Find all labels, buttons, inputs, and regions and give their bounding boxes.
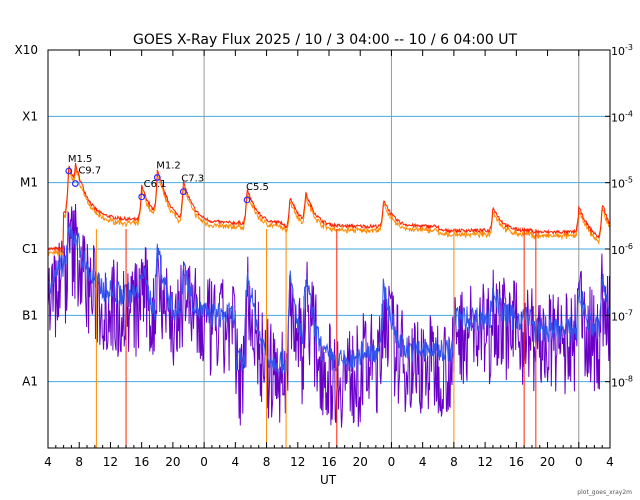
- flare-label: C7.3: [181, 174, 204, 185]
- plot-credit: plot_goes_xray2m: [577, 489, 632, 496]
- flare-marker: [179, 188, 187, 196]
- flare-annotations: M1.5C9.7 C6.1 M1.2C7.3 C5.5: [65, 154, 269, 204]
- x-axis-label: UT: [320, 473, 337, 487]
- y2-tick-label: 10-7: [611, 308, 633, 323]
- y-tick-label: A1: [22, 375, 38, 389]
- day-boundaries: [203, 50, 580, 448]
- x-tick-label: 4: [232, 455, 240, 469]
- flare-marker: [71, 180, 79, 187]
- x-tick-label: 4: [606, 455, 614, 469]
- y2-tick-label: 10-5: [611, 176, 633, 191]
- x-tick-label: 16: [134, 455, 149, 469]
- x-tick-label: 16: [509, 455, 524, 469]
- x-tick-label: 8: [75, 455, 83, 469]
- series-line: [47, 162, 611, 253]
- x-tick-label: 8: [450, 455, 458, 469]
- y2-tick-label: 10-4: [611, 109, 633, 124]
- flare-label: C5.5: [246, 182, 269, 193]
- x-tick-label: 8: [263, 455, 271, 469]
- y-tick-label: M1: [20, 176, 38, 190]
- x-tick-label: 4: [44, 455, 52, 469]
- flare-marker: [243, 196, 251, 204]
- x-tick-label: 12: [290, 455, 305, 469]
- y-tick-label: X10: [15, 43, 39, 57]
- flare-marker: [65, 167, 73, 175]
- y-tick-label: B1: [22, 308, 38, 322]
- y-tick-label: X1: [22, 109, 38, 123]
- x-axis: 4 8 12 16 20 0 4 8 12 16 20 0 4 8 12 16 20 0 4: [44, 50, 614, 469]
- left-axis: X10 X1 M1 C1 B1 A1: [15, 43, 39, 389]
- flare-label: C9.7: [78, 166, 101, 177]
- series-line: [47, 167, 611, 257]
- y2-tick-label: 10-6: [611, 242, 633, 257]
- x-tick-label: 20: [165, 455, 180, 469]
- series-layer: [47, 162, 611, 448]
- flare-marker: [138, 193, 146, 201]
- y-tick-label: C1: [22, 242, 38, 256]
- series-line: [47, 222, 611, 375]
- flare-marker: [153, 174, 161, 181]
- x-tick-label: 0: [200, 455, 208, 469]
- x-tick-label: 0: [388, 455, 396, 469]
- x-tick-label: 20: [540, 455, 555, 469]
- x-tick-label: 0: [575, 455, 583, 469]
- x-tick-label: 4: [419, 455, 427, 469]
- x-tick-label: 16: [321, 455, 336, 469]
- flare-label: M1.5: [68, 154, 93, 165]
- chart-title: GOES X-Ray Flux 2025 / 10 / 3 04:00 -- 1…: [133, 32, 517, 48]
- series-line: [47, 203, 611, 428]
- y2-tick-label: 10-8: [611, 375, 633, 390]
- flare-label: M1.2: [156, 160, 181, 171]
- flare-label: C6.1: [144, 179, 167, 190]
- x-tick-label: 20: [353, 455, 368, 469]
- x-tick-label: 12: [477, 455, 492, 469]
- x-tick-label: 12: [103, 455, 118, 469]
- y2-tick-label: 10-3: [611, 43, 633, 58]
